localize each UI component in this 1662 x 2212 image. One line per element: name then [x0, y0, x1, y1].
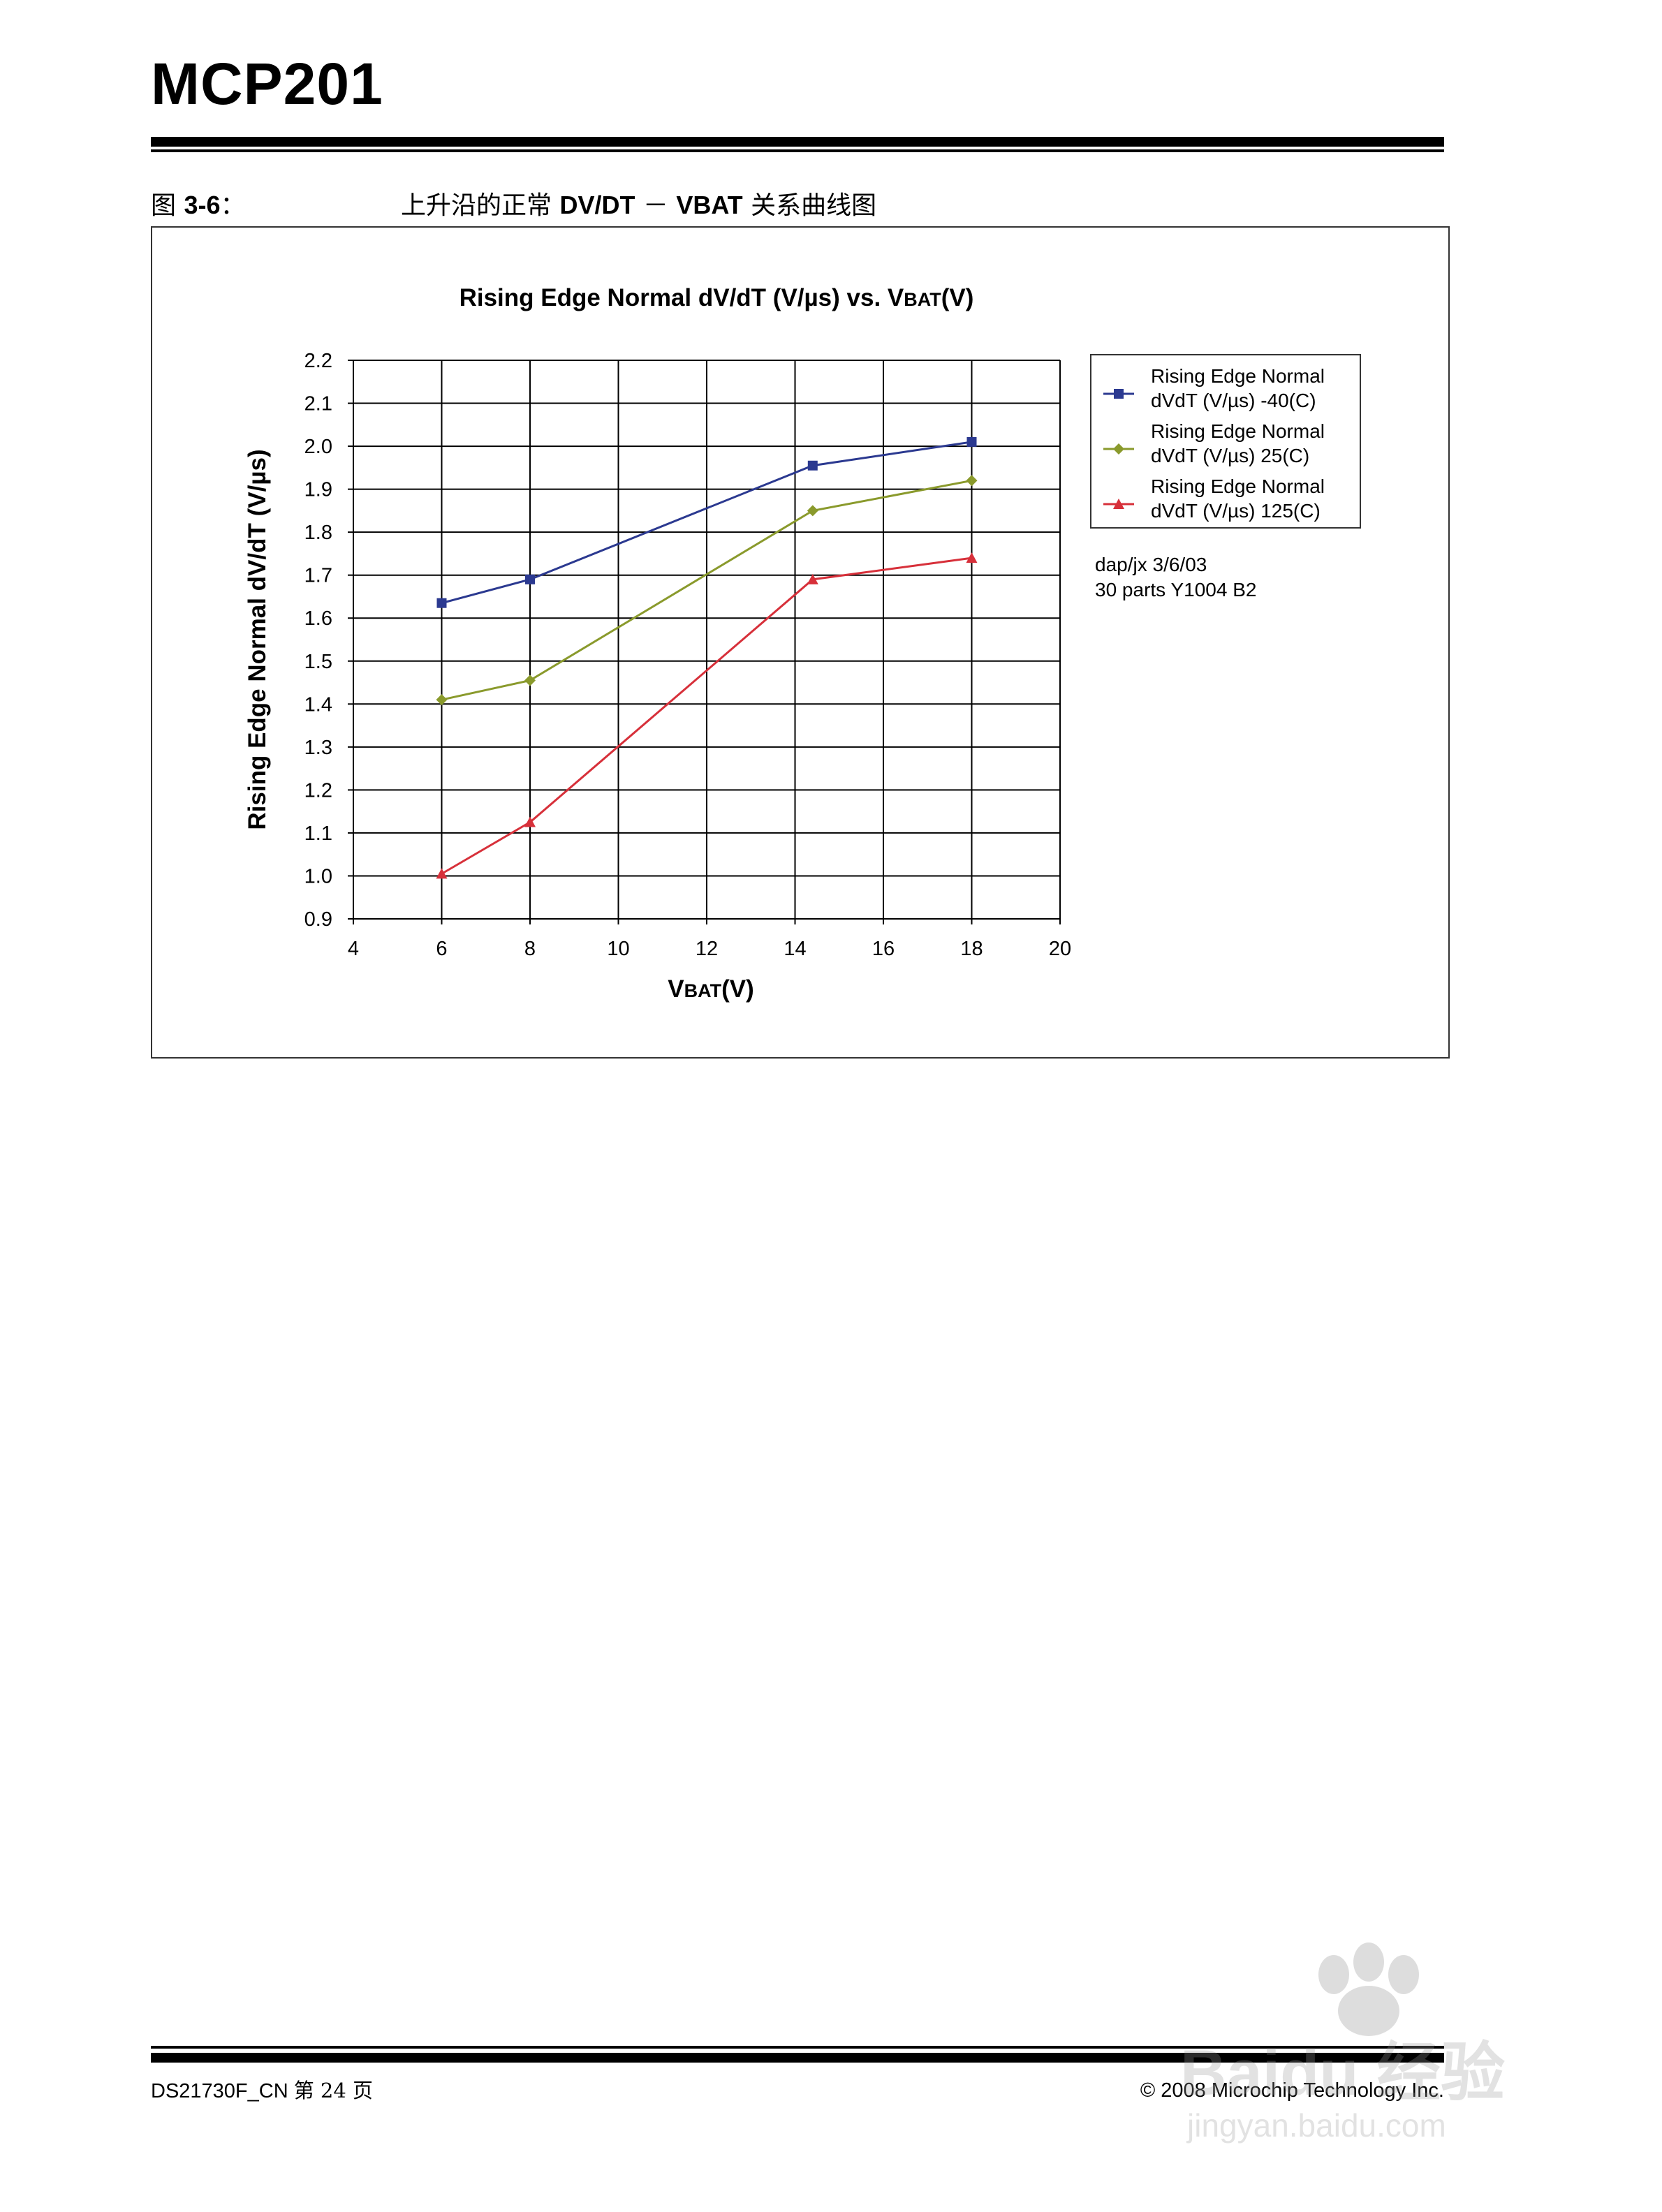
data-point-1 — [966, 436, 977, 447]
watermark-url: jingyan.baidu.com — [1186, 2107, 1446, 2144]
x-tick-label: 4 — [348, 938, 359, 960]
legend-label: Rising Edge Normal — [1151, 475, 1325, 497]
baidu-watermark: Baidu 经验 jingyan.baidu.com — [1180, 1942, 1505, 2144]
figure-number: 3-6 — [184, 191, 221, 219]
y-tick-label: 1.3 — [304, 737, 332, 759]
footer-rule — [151, 2053, 1444, 2063]
caption-part-5: 关系曲线图 — [742, 191, 877, 220]
x-tick-label: 6 — [436, 938, 447, 960]
legend-label: dVdT (V/µs) 25(C) — [1151, 445, 1309, 466]
data-point-3 — [966, 552, 978, 563]
data-point-3 — [436, 868, 448, 879]
figure-label: 图 3-6： — [151, 193, 246, 219]
series-line-3 — [441, 556, 972, 875]
y-axis-label: Rising Edge Normal dV/dT (V/µs) — [244, 449, 271, 830]
document-title: MCP201 — [151, 51, 383, 117]
figure-label-suffix: ： — [220, 191, 246, 220]
data-point-1 — [525, 574, 535, 584]
y-tick-label: 1.9 — [304, 479, 332, 501]
data-point-3 — [807, 573, 818, 584]
data-point-2 — [966, 475, 978, 487]
data-point-2 — [807, 505, 818, 517]
legend-swatch-marker — [1113, 499, 1124, 509]
footer-rule-thin — [151, 2046, 1444, 2049]
header-rule — [151, 137, 1444, 147]
legend-label: Rising Edge Normal — [1151, 365, 1325, 387]
y-tick-label: 2.0 — [304, 436, 332, 458]
y-tick-label: 1.5 — [304, 651, 332, 673]
y-tick-label: 1.6 — [304, 607, 332, 630]
x-axis-label: VBAT(V) — [668, 975, 754, 1003]
chart-annotation-2: 30 parts Y1004 B2 — [1095, 579, 1256, 600]
y-tick-label: 1.7 — [304, 565, 332, 587]
chart-frame: Rising Edge Normal dV/dT (V/µs) vs. VBAT… — [151, 226, 1450, 1059]
x-tick-label: 18 — [960, 938, 983, 960]
x-tick-label: 16 — [872, 938, 895, 960]
series-line-2 — [441, 479, 972, 701]
footer-doc-id: DS21730F_CN 第 24 页 — [151, 2081, 373, 2102]
caption-part-4: VBAT — [676, 191, 743, 219]
legend-label: dVdT (V/µs) 125(C) — [1151, 500, 1321, 522]
data-point-2 — [524, 674, 536, 686]
chart-annotation-1: dap/jx 3/6/03 — [1095, 554, 1207, 575]
y-tick-label: 1.1 — [304, 823, 332, 845]
series-line-1 — [441, 441, 972, 605]
y-tick-label: 1.0 — [304, 865, 332, 887]
data-point-2 — [436, 694, 448, 706]
y-tick-label: 1.8 — [304, 522, 332, 544]
data-point-1 — [436, 598, 447, 608]
caption-part-3: － — [635, 191, 677, 220]
line-chart: Rising Edge Normal dV/dT (V/µs) vs. VBAT… — [244, 284, 1361, 1003]
legend: Rising Edge Normal dVdT (V/µs) -40(C) Risi… — [1090, 354, 1361, 529]
caption-part-2: DV/DT — [559, 191, 635, 219]
chart-title: Rising Edge Normal dV/dT (V/µs) vs. VBAT… — [459, 284, 974, 311]
y-tick-label: 1.2 — [304, 779, 332, 802]
caption-part-1: 上升沿的正常 — [401, 191, 560, 220]
x-tick-label: 20 — [1049, 938, 1071, 960]
legend-swatch-marker — [1113, 443, 1124, 455]
series-lines — [436, 436, 978, 879]
data-point-3 — [524, 816, 536, 827]
y-tick-label: 2.2 — [304, 350, 332, 372]
doc-id: DS21730F_CN — [151, 2080, 294, 2102]
figure-label-prefix: 图 — [151, 191, 184, 220]
legend-label: dVdT (V/µs) -40(C) — [1151, 390, 1316, 411]
figure-caption: 上升沿的正常 DV/DT － VBAT 关系曲线图 — [401, 193, 876, 219]
x-tick-label: 10 — [607, 938, 629, 960]
legend-label: Rising Edge Normal — [1151, 420, 1325, 442]
x-tick-label: 8 — [524, 938, 536, 960]
y-tick-label: 0.9 — [304, 908, 332, 931]
paw-icon — [1318, 1942, 1419, 2036]
footer-copyright: © 2008 Microchip Technology Inc. — [1140, 2079, 1444, 2102]
y-tick-label: 2.1 — [304, 393, 332, 415]
header-rule-thin — [151, 149, 1444, 152]
page-number: 第 24 页 — [293, 2079, 374, 2102]
x-tick-label: 14 — [784, 938, 806, 960]
legend-swatch-marker — [1114, 389, 1124, 399]
legend-box — [1090, 354, 1361, 529]
data-point-1 — [807, 460, 818, 471]
x-tick-label: 12 — [696, 938, 718, 960]
tick-labels: 0.9 1.0 1.1 1.2 1.3 1.4 1.5 1.6 1.7 1.8 1.9 2.0 2.1 2… — [304, 350, 1071, 960]
y-tick-label: 1.4 — [304, 693, 332, 716]
